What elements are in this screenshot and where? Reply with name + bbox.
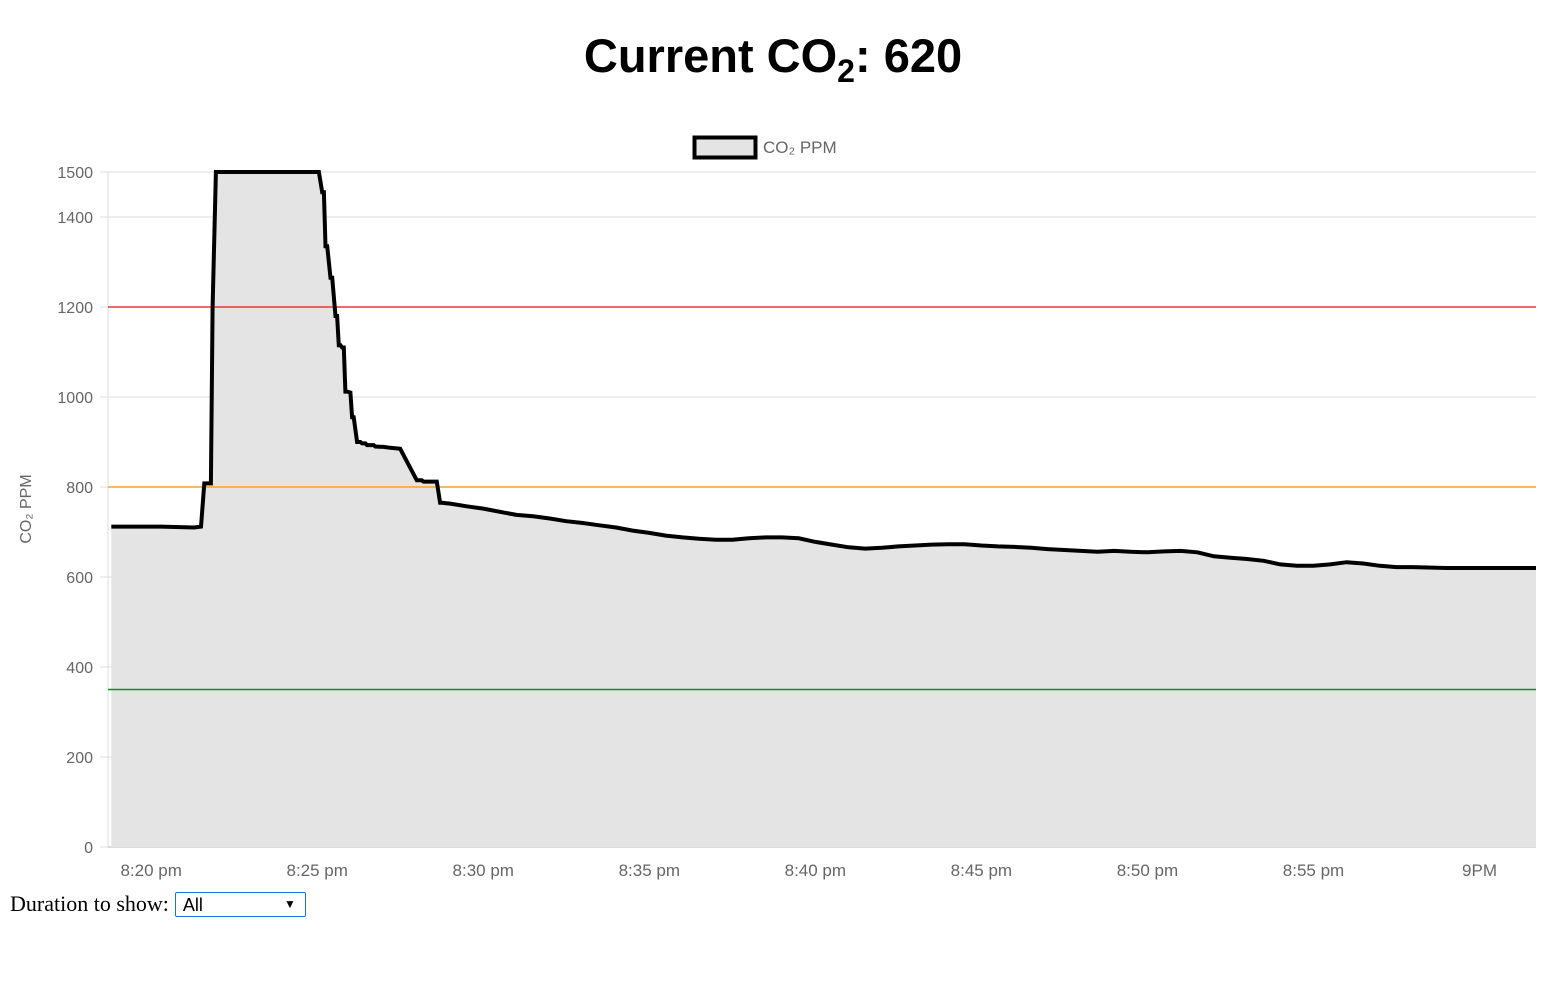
y-tick-label: 800 xyxy=(66,480,93,497)
series-area xyxy=(111,172,1536,847)
chart-legend[interactable]: CO₂ PPM xyxy=(692,135,837,160)
x-tick-label: 8:25 pm xyxy=(286,861,347,880)
y-axis-ticks: 0 200 400 600 800 1000 1200 1400 1500 xyxy=(57,165,108,857)
title-prefix: Current CO xyxy=(583,29,838,82)
duration-selected-value: All xyxy=(182,894,203,915)
legend-swatch xyxy=(692,135,758,160)
threshold-lines xyxy=(108,306,1536,691)
x-tick-label: 8:50 pm xyxy=(1117,861,1178,880)
chevron-down-icon: ▼ xyxy=(284,896,296,911)
x-tick-label: 9PM xyxy=(1462,861,1497,880)
title-suffix: : xyxy=(854,29,884,82)
x-tick-label: 8:40 pm xyxy=(785,861,846,880)
duration-select[interactable]: All ▼ xyxy=(174,891,306,917)
series-line xyxy=(111,170,1536,570)
x-tick-label: 8:55 pm xyxy=(1283,861,1344,880)
x-axis-ticks: 8:20 pm 8:25 pm 8:30 pm 8:35 pm 8:40 pm 8:45 … xyxy=(120,861,1497,880)
y-tick-label: 1200 xyxy=(57,300,93,317)
y-axis-title: CO₂ PPM xyxy=(18,474,35,543)
title-subscript: 2 xyxy=(837,53,855,89)
current-co2-value: 620 xyxy=(883,29,963,82)
y-tick-label: 200 xyxy=(66,750,93,767)
y-tick-label: 1400 xyxy=(57,210,93,227)
x-tick-label: 8:35 pm xyxy=(619,861,680,880)
y-tick-label: 0 xyxy=(84,840,93,857)
x-tick-label: 8:30 pm xyxy=(453,861,514,880)
y-tick-label: 1000 xyxy=(57,390,93,407)
x-tick-label: 8:20 pm xyxy=(120,861,181,880)
y-tick-label: 600 xyxy=(66,570,93,587)
x-tick-label: 8:45 pm xyxy=(951,861,1012,880)
chart-area-fill xyxy=(111,172,1536,847)
y-tick-label: 400 xyxy=(66,660,93,677)
duration-label: Duration to show: xyxy=(10,891,169,916)
duration-control: Duration to show: All ▼ xyxy=(10,889,306,919)
page-title: Current CO2: 620 xyxy=(0,28,1546,87)
y-tick-label: 1500 xyxy=(57,165,93,182)
legend-label: CO₂ PPM xyxy=(763,138,837,157)
series-path xyxy=(111,170,1536,570)
